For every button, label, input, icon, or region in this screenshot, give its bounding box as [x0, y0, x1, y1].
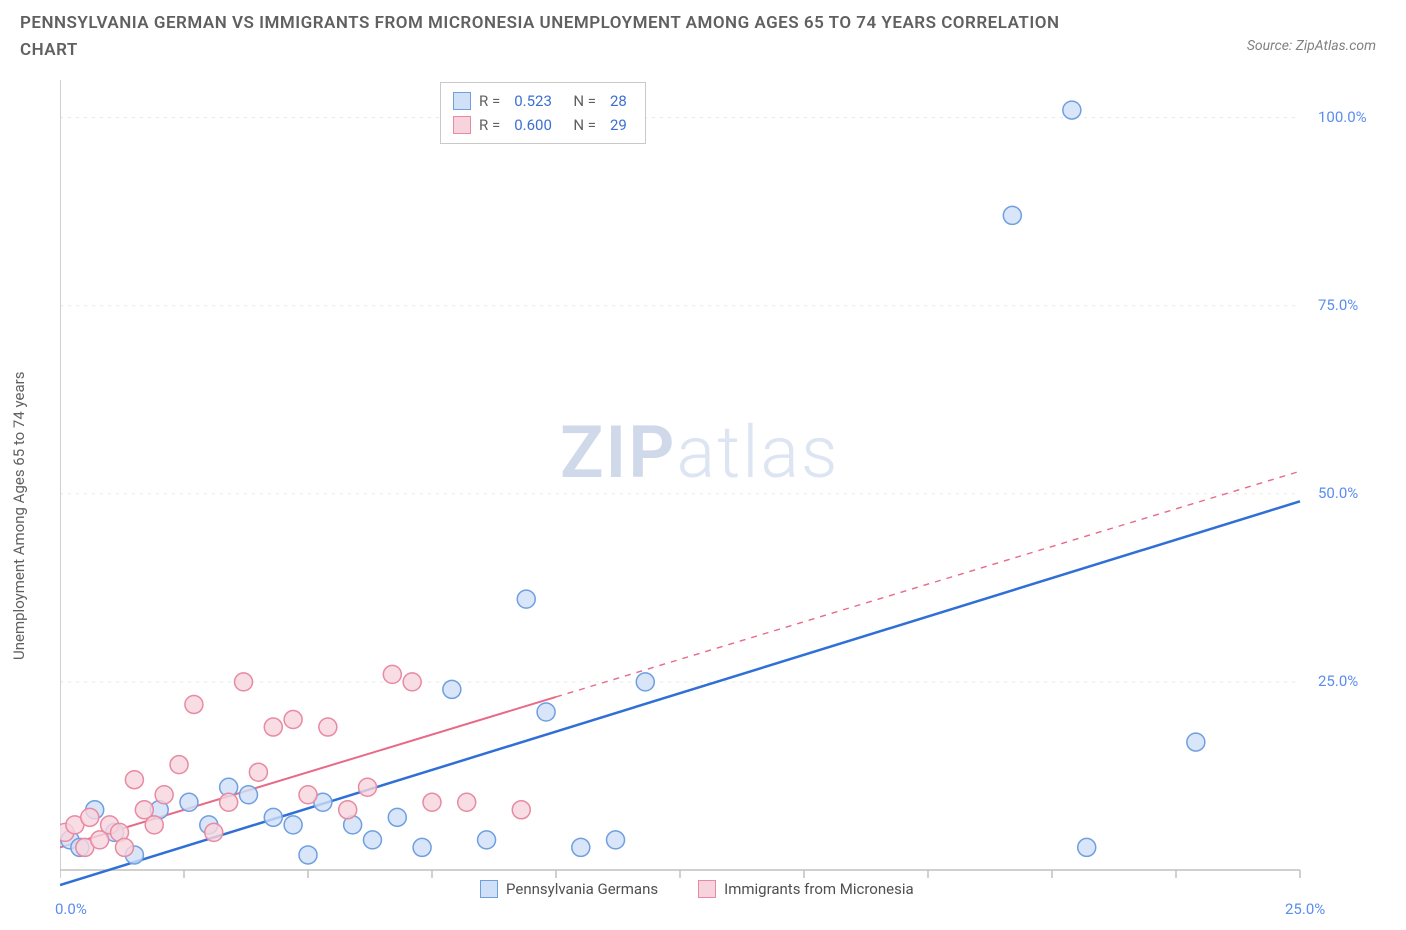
- n-value: 29: [610, 113, 627, 137]
- chart-title: PENNSYLVANIA GERMAN VS IMMIGRANTS FROM M…: [20, 10, 1120, 64]
- r-value: 0.600: [514, 113, 552, 137]
- y-tick-label: 25.0%: [1318, 672, 1358, 690]
- correlation-legend: R = 0.523 N = 28 R = 0.600 N = 29: [440, 82, 646, 144]
- n-label: N =: [566, 113, 596, 137]
- y-axis-label: Unemployment Among Ages 65 to 74 years: [10, 372, 28, 660]
- legend-swatch: [480, 880, 498, 898]
- series-legend: Pennsylvania Germans Immigrants from Mic…: [480, 880, 914, 898]
- y-tick-label: 75.0%: [1318, 296, 1358, 314]
- n-label: N =: [566, 89, 596, 113]
- chart-area: ZIPatlas R =0.523 N =28R =0.600 N =29 25…: [60, 80, 1380, 900]
- legend-item-pennsylvania-germans: Pennsylvania Germans: [480, 880, 658, 898]
- legend-label: Immigrants from Micronesia: [724, 880, 914, 898]
- x-tick-label-min: 0.0%: [55, 900, 87, 918]
- y-tick-label: 50.0%: [1318, 484, 1358, 502]
- legend-item-immigrants-micronesia: Immigrants from Micronesia: [698, 880, 914, 898]
- r-label: R =: [479, 113, 500, 137]
- legend-swatch: [453, 116, 471, 134]
- r-label: R =: [479, 89, 500, 113]
- r-value: 0.523: [514, 89, 552, 113]
- legend-swatch: [698, 880, 716, 898]
- legend-stat-row: R = 0.523 N = 28: [453, 89, 633, 113]
- legend-label: Pennsylvania Germans: [506, 880, 658, 898]
- y-tick-label: 100.0%: [1318, 108, 1367, 126]
- legend-stat-row: R = 0.600 N = 29: [453, 113, 633, 137]
- x-tick-label-max: 25.0%: [1285, 900, 1325, 918]
- n-value: 28: [610, 89, 627, 113]
- scatter-plot: [60, 80, 1380, 900]
- source-label: Source: ZipAtlas.com: [1247, 38, 1376, 54]
- legend-swatch: [453, 92, 471, 110]
